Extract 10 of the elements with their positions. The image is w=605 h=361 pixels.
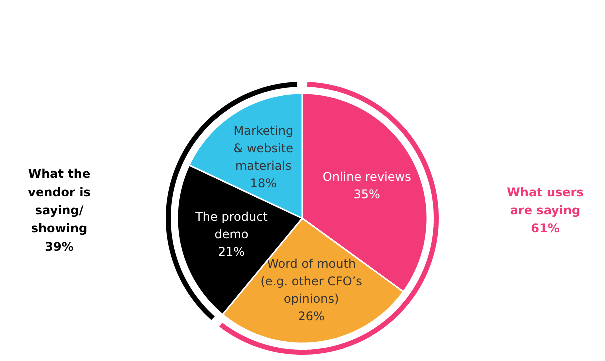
data-label: 21%	[218, 244, 246, 259]
data-label: 26%	[298, 310, 325, 324]
slice-label: Online reviews	[322, 170, 412, 184]
text: What users are saying 61%	[507, 185, 584, 236]
slice-label: The product demo	[194, 210, 268, 242]
data-label: 35%	[354, 187, 380, 202]
slice-label: Word of mouth (e.g. other CFO’s opinions)	[260, 257, 362, 306]
data-label: 18%	[250, 176, 277, 191]
text: What the vendor is saying/ showing 39%	[28, 167, 91, 254]
slice-label: Marketing & website materials	[234, 124, 294, 174]
